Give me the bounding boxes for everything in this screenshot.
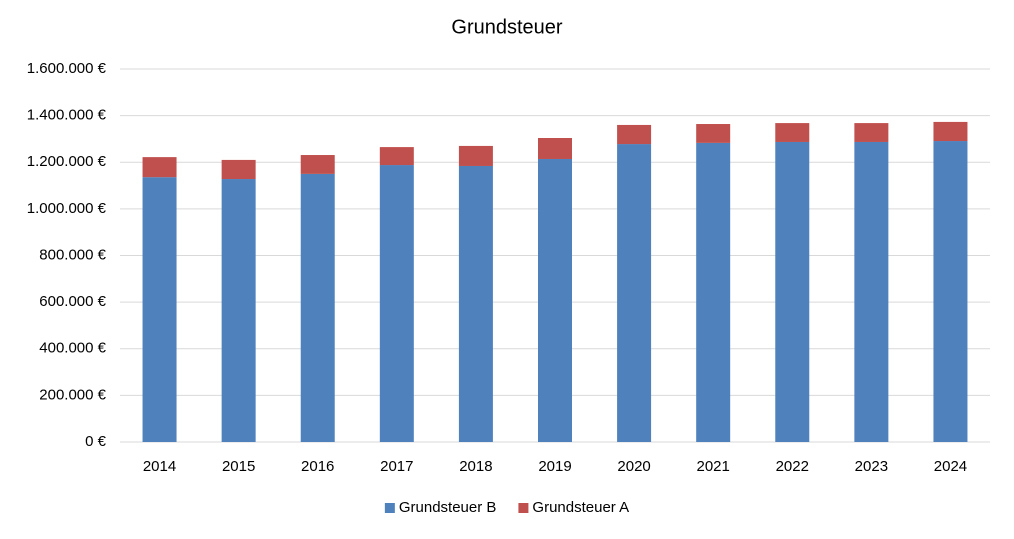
x-tick-label: 2017: [380, 458, 413, 475]
y-tick-label: 0 €: [85, 433, 107, 450]
y-tick-label: 1.600.000 €: [27, 60, 107, 77]
bar-segment: [696, 142, 731, 442]
bar-segment: [221, 179, 256, 442]
y-tick-label: 600.000 €: [39, 293, 106, 310]
bar-segment: [775, 123, 810, 142]
y-tick-label: 400.000 €: [39, 340, 106, 357]
x-tick-label: 2018: [459, 458, 492, 475]
x-tick-label: 2019: [538, 458, 571, 475]
x-tick-label: 2023: [855, 458, 888, 475]
bar-segment: [379, 165, 414, 443]
bar-segment: [696, 124, 731, 143]
x-tick-label: 2024: [934, 458, 967, 475]
y-tick-label: 1.200.000 €: [27, 153, 107, 170]
x-tick-label: 2014: [143, 458, 176, 475]
y-tick-label: 1.400.000 €: [27, 107, 107, 124]
bar-segment: [221, 159, 256, 180]
y-tick-label: 800.000 €: [39, 246, 106, 263]
x-tick-label: 2020: [617, 458, 650, 475]
bar-segment: [933, 121, 968, 142]
legend-label: Grundsteuer B: [399, 499, 497, 516]
x-tick-label: 2016: [301, 458, 334, 475]
chart-title: Grundsteuer: [451, 16, 563, 38]
legend-swatch: [384, 503, 395, 513]
bar-segment: [854, 123, 889, 142]
legend-label: Grundsteuer A: [532, 499, 629, 516]
bar-segment: [379, 147, 414, 166]
bar-segment: [142, 177, 177, 443]
bar-segment: [617, 124, 652, 145]
legend-swatch: [518, 503, 529, 513]
bar-segment: [458, 165, 493, 443]
bar-segment: [617, 144, 652, 442]
bar-segment: [538, 158, 572, 442]
bar-segment: [300, 155, 335, 174]
bar-segment: [142, 157, 177, 178]
x-tick-label: 2021: [696, 458, 729, 475]
bar-segment: [854, 141, 889, 442]
y-tick-label: 1.000.000 €: [27, 200, 107, 217]
x-tick-label: 2022: [776, 458, 809, 475]
bar-segment: [458, 145, 493, 166]
bar-segment: [775, 141, 810, 442]
x-tick-label: 2015: [222, 458, 255, 475]
bar-segment: [300, 173, 335, 442]
bar-segment: [933, 141, 968, 442]
bar-segment: [538, 138, 572, 159]
y-tick-label: 200.000 €: [39, 386, 106, 403]
